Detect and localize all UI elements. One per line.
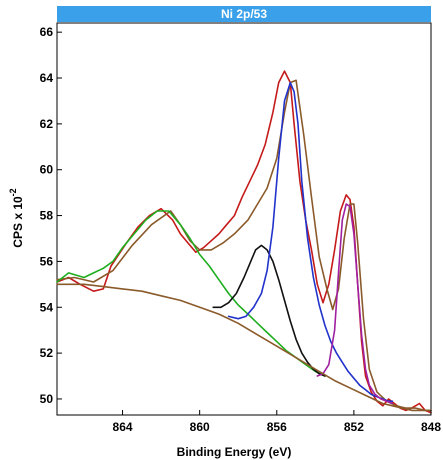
y-tick-label-1: 52 bbox=[40, 346, 54, 360]
series-line-5 bbox=[227, 81, 394, 403]
series-line-6 bbox=[316, 203, 394, 405]
series-line-4 bbox=[212, 244, 326, 377]
x-axis-ticks: 864 860 856 852 848 bbox=[113, 410, 441, 434]
x-tick-label-2: 856 bbox=[267, 420, 287, 434]
series-line-7 bbox=[56, 283, 432, 412]
x-tick-label-4: 848 bbox=[421, 420, 441, 434]
x-axis-label: Binding Energy (eV) bbox=[177, 445, 292, 459]
y-tick-label-5: 60 bbox=[40, 163, 54, 177]
y-axis-label: CPS x 10-2 bbox=[8, 188, 25, 247]
series-line-2 bbox=[56, 79, 432, 412]
chart-title: Ni 2p/53 bbox=[221, 7, 267, 21]
plot-area bbox=[56, 22, 432, 416]
series-line-3 bbox=[56, 210, 326, 377]
y-axis-label-exponent: -2 bbox=[8, 188, 18, 196]
y-tick-label-4: 58 bbox=[40, 209, 54, 223]
y-tick-label-2: 54 bbox=[40, 300, 54, 314]
y-tick-label-8: 66 bbox=[40, 25, 54, 39]
title-bar bbox=[57, 6, 431, 22]
y-tick-label-3: 56 bbox=[40, 254, 54, 268]
x-tick-label-1: 860 bbox=[190, 420, 210, 434]
series-layer bbox=[56, 70, 432, 414]
y-tick-label-0: 50 bbox=[40, 392, 54, 406]
y-axis-label-group: CPS x 10-2 bbox=[8, 188, 25, 247]
y-tick-label-6: 62 bbox=[40, 117, 54, 131]
x-tick-label-0: 864 bbox=[113, 420, 133, 434]
y-axis-ticks: 50 52 54 56 58 60 62 64 66 bbox=[40, 25, 62, 406]
y-tick-label-7: 64 bbox=[40, 71, 54, 85]
x-tick-label-3: 852 bbox=[344, 420, 364, 434]
y-axis-label-base: CPS x 10 bbox=[11, 196, 25, 248]
